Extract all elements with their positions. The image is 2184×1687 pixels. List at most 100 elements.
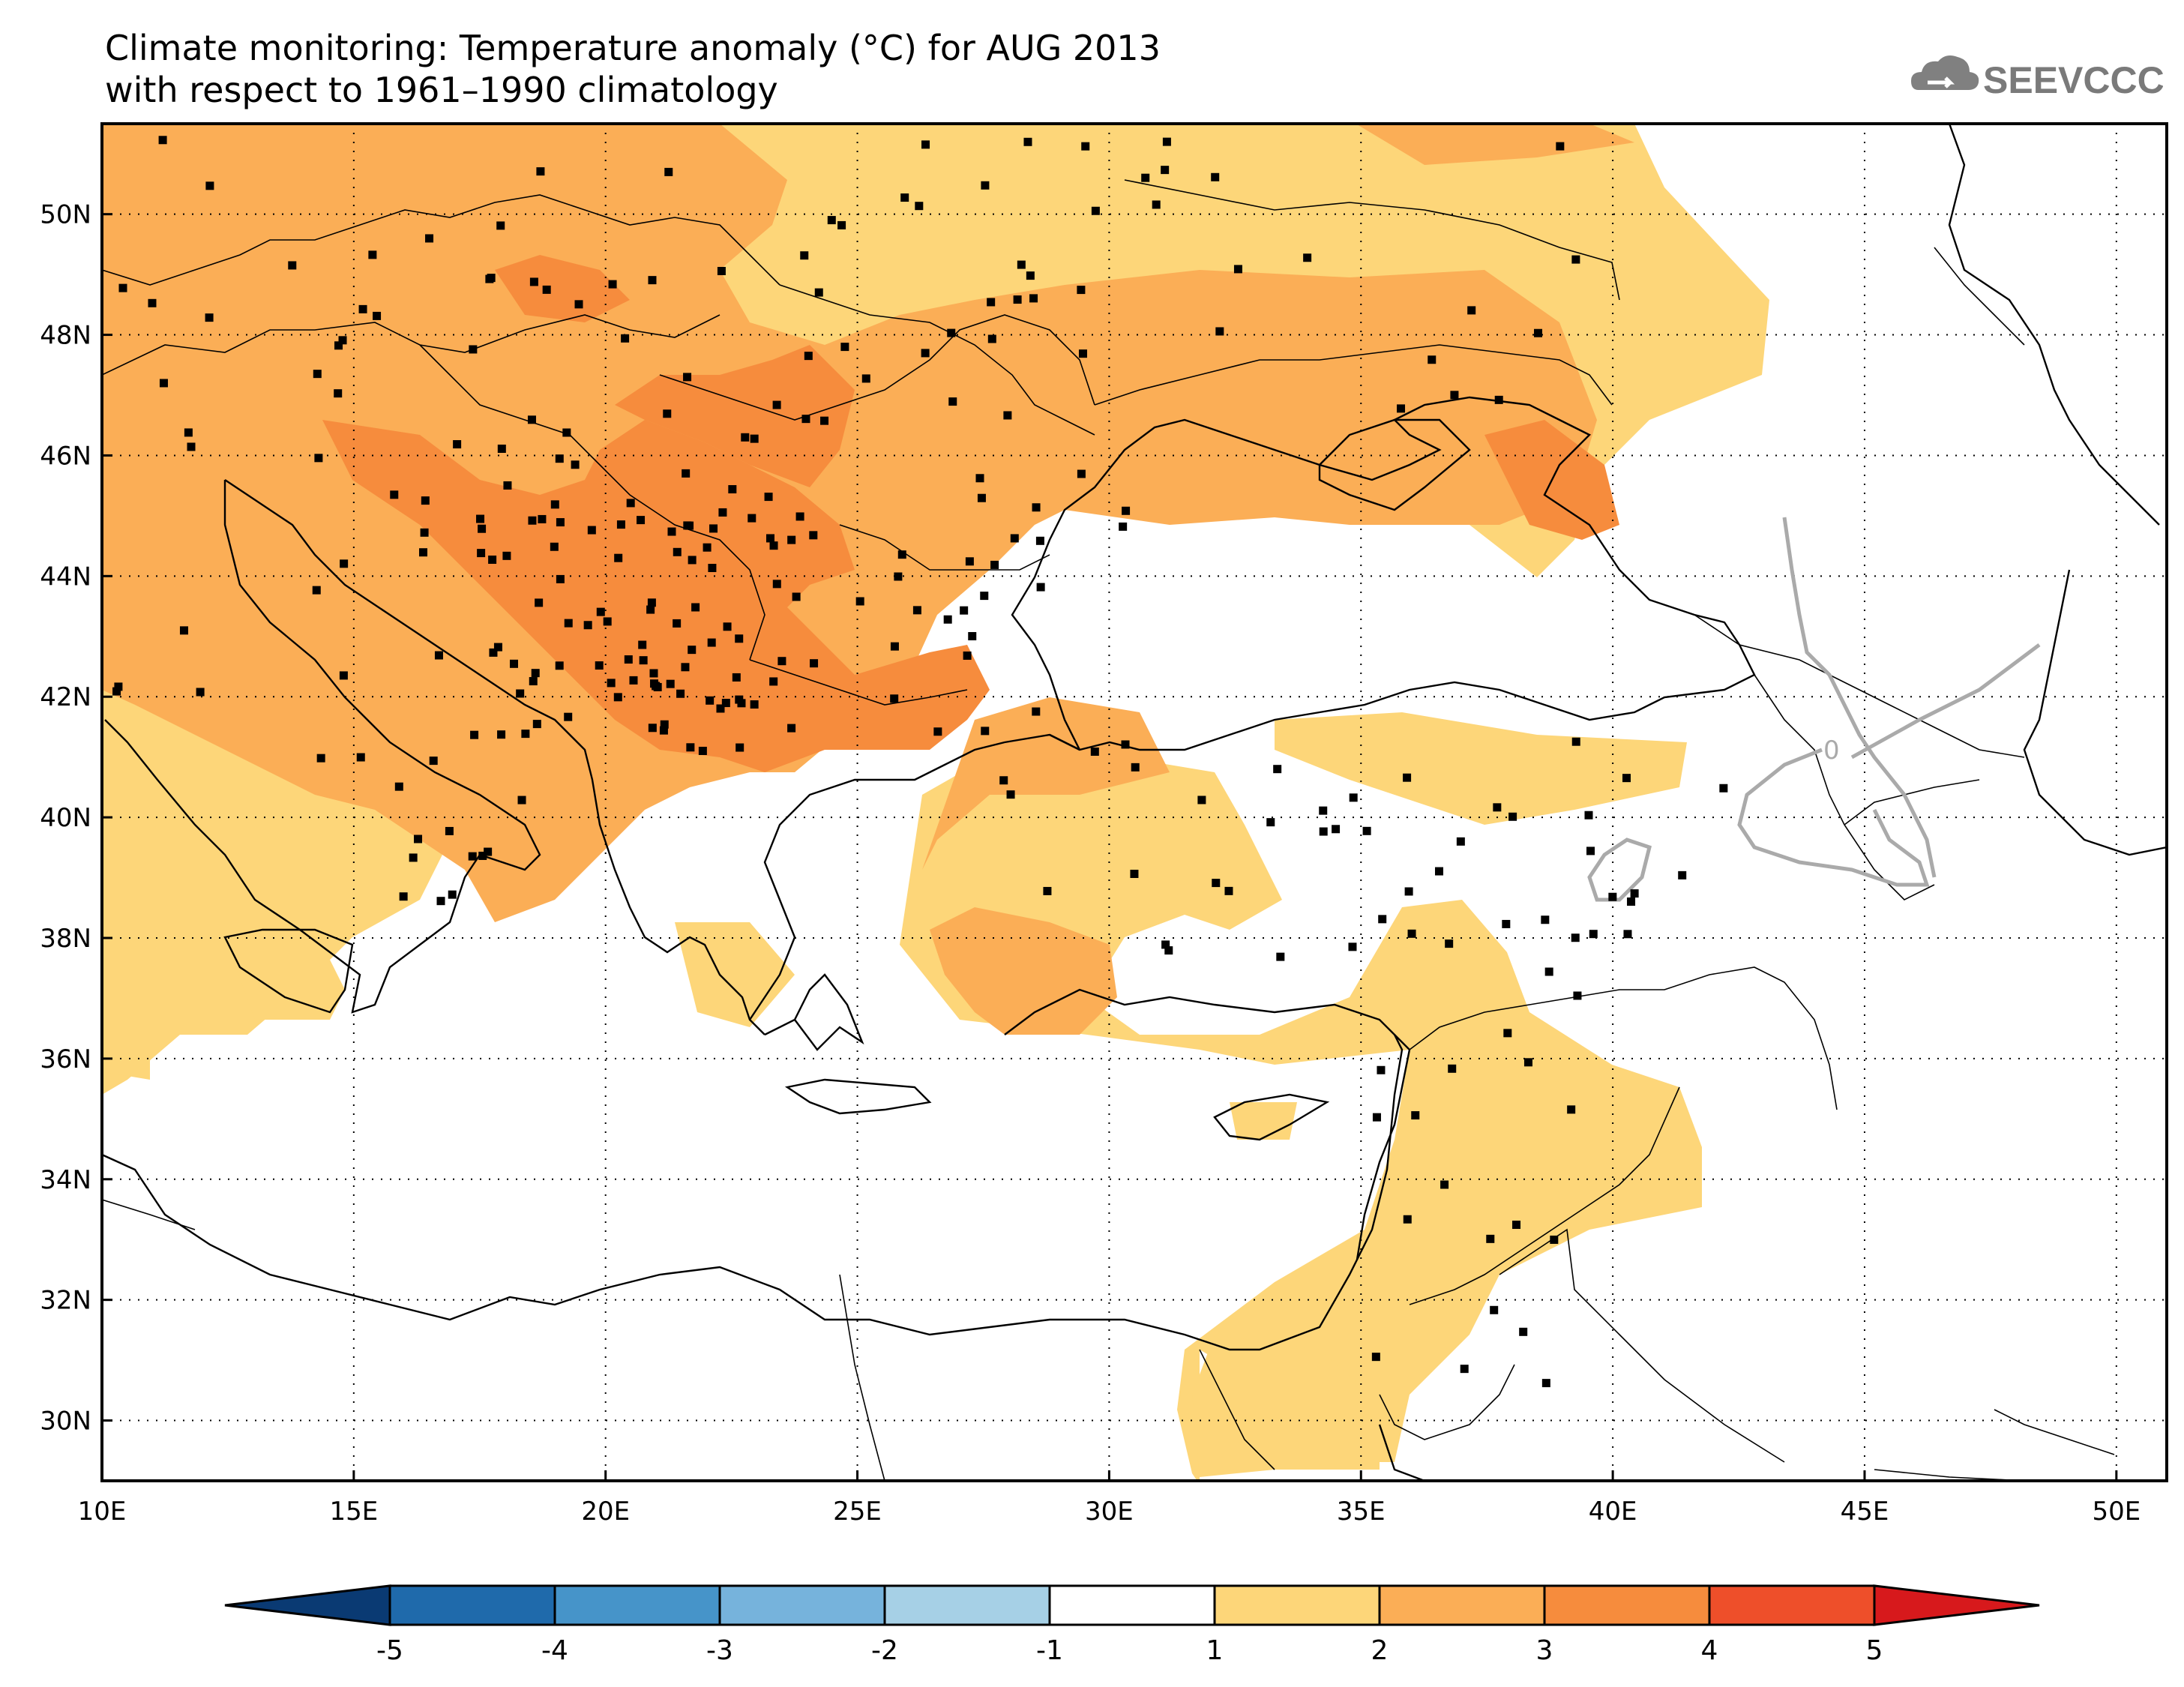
station-marker xyxy=(420,528,429,537)
station-marker xyxy=(1023,137,1032,146)
map-frame xyxy=(100,122,2168,1482)
lat-tick-label: 42N xyxy=(40,682,91,712)
station-marker xyxy=(159,379,168,388)
station-marker xyxy=(1428,355,1437,364)
lat-tick-label: 44N xyxy=(40,562,91,592)
station-marker xyxy=(682,469,691,478)
station-marker xyxy=(980,592,989,601)
station-marker xyxy=(503,481,512,490)
station-marker xyxy=(809,531,818,540)
station-marker xyxy=(1010,534,1019,543)
station-marker xyxy=(769,541,778,550)
station-marker xyxy=(205,313,214,322)
station-marker xyxy=(312,586,321,595)
station-marker xyxy=(921,349,930,358)
station-marker xyxy=(521,730,530,739)
lon-tick-label: 40E xyxy=(1589,1497,1637,1527)
anomaly-2to3-field xyxy=(102,124,1634,1035)
station-marker xyxy=(638,640,647,649)
title-line-2: with respect to 1961–1990 climatology xyxy=(105,70,778,110)
station-marker xyxy=(646,605,655,614)
station-marker xyxy=(735,695,744,704)
station-marker xyxy=(708,563,717,572)
station-marker xyxy=(691,603,700,612)
station-marker xyxy=(1164,946,1173,955)
station-marker xyxy=(921,140,930,149)
colorbar-tick-label: -4 xyxy=(541,1635,568,1666)
station-marker xyxy=(639,656,648,665)
station-markers xyxy=(112,136,1728,1388)
station-marker xyxy=(652,682,661,691)
station-marker xyxy=(987,334,996,343)
station-marker xyxy=(735,634,744,643)
station-marker xyxy=(683,373,692,382)
station-marker xyxy=(502,551,511,560)
station-marker xyxy=(409,853,418,862)
station-marker xyxy=(981,727,990,736)
station-marker xyxy=(837,220,846,229)
station-marker xyxy=(1372,1113,1381,1122)
station-marker xyxy=(614,553,623,562)
station-marker xyxy=(564,619,573,628)
lat-tick-label: 34N xyxy=(40,1165,91,1195)
station-marker xyxy=(556,574,565,583)
station-marker xyxy=(616,520,625,529)
title-line-1: Climate monitoring: Temperature anomaly … xyxy=(105,28,1161,68)
station-marker xyxy=(421,496,430,505)
station-marker xyxy=(1456,837,1465,846)
colorbar-tick-label: 5 xyxy=(1866,1635,1883,1666)
station-marker xyxy=(1608,892,1617,901)
station-marker xyxy=(663,409,672,418)
station-marker xyxy=(637,516,646,525)
station-marker xyxy=(732,673,741,682)
station-marker xyxy=(118,283,127,292)
temperature-anomaly-map: 0 10E 15E 20E 25E 30E 35E 40E 45E 50E 30N32N34N3… xyxy=(40,122,2168,1527)
station-marker xyxy=(1276,952,1285,961)
cloud-icon xyxy=(1911,55,1979,90)
station-marker xyxy=(660,720,669,729)
station-marker xyxy=(1467,306,1476,315)
lon-axis: 10E 15E 20E 25E 30E 35E 40E 45E 50E xyxy=(78,1470,2141,1527)
station-marker xyxy=(1503,1029,1512,1038)
colorbar-swatch xyxy=(1708,1584,1876,1626)
station-marker xyxy=(990,560,999,569)
colorbar-swatch xyxy=(1543,1584,1711,1626)
station-marker xyxy=(112,687,121,696)
lat-tick-label: 40N xyxy=(40,803,91,833)
station-marker xyxy=(666,679,675,688)
station-marker xyxy=(434,651,443,660)
colorbar-swatch xyxy=(553,1584,721,1626)
station-marker xyxy=(855,597,864,606)
station-marker xyxy=(1273,765,1282,774)
station-marker xyxy=(399,892,408,901)
station-marker xyxy=(667,527,676,536)
station-marker xyxy=(897,550,906,559)
station-marker xyxy=(648,276,657,285)
station-marker xyxy=(1319,806,1328,815)
colorbar-tick-label: 2 xyxy=(1371,1635,1389,1666)
station-marker xyxy=(1266,818,1275,827)
station-marker xyxy=(470,730,479,739)
station-marker xyxy=(595,661,604,670)
station-marker xyxy=(707,638,716,647)
colorbar-swatch xyxy=(388,1584,556,1626)
station-marker xyxy=(814,288,823,297)
lat-tick-label: 32N xyxy=(40,1286,91,1316)
lat-tick-label: 38N xyxy=(40,924,91,954)
station-marker xyxy=(659,726,668,735)
map-title: Climate monitoring: Temperature anomaly … xyxy=(105,27,1161,111)
station-marker xyxy=(999,776,1008,785)
station-marker xyxy=(478,524,487,533)
station-marker xyxy=(536,167,545,176)
station-marker xyxy=(685,521,694,530)
station-marker xyxy=(603,617,612,626)
station-marker xyxy=(968,632,977,641)
station-marker xyxy=(765,534,774,543)
station-marker xyxy=(1486,1234,1495,1243)
station-marker xyxy=(1630,889,1639,898)
station-marker xyxy=(1332,825,1341,834)
lon-tick-label: 30E xyxy=(1085,1497,1134,1527)
station-marker xyxy=(772,400,781,409)
station-marker xyxy=(1233,265,1242,274)
station-marker xyxy=(564,712,573,721)
